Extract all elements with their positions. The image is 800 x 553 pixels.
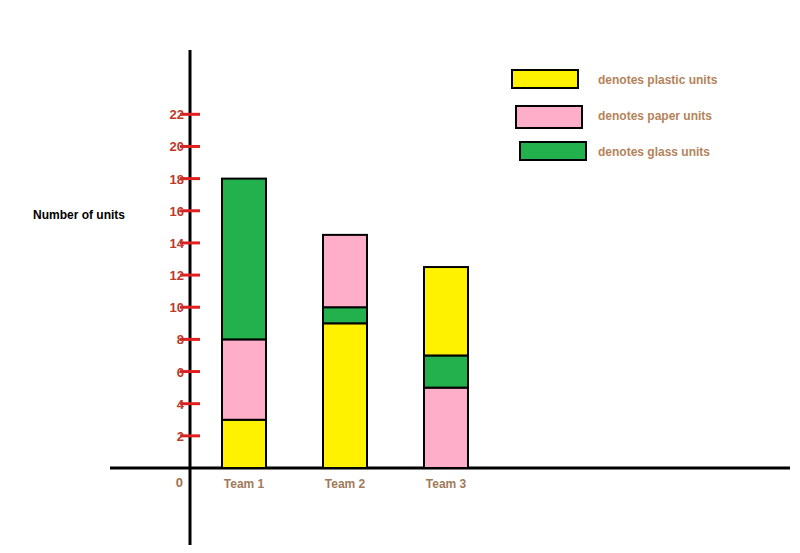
bar-segment bbox=[222, 420, 266, 468]
legend-swatch bbox=[516, 106, 582, 128]
y-tick-label: 2 bbox=[177, 429, 184, 444]
y-tick-label: 18 bbox=[170, 172, 184, 187]
y-tick-label: 16 bbox=[170, 204, 184, 219]
legend-label: denotes plastic units bbox=[598, 73, 718, 87]
y-tick-label: 12 bbox=[170, 268, 184, 283]
bar-segment bbox=[222, 339, 266, 419]
legend-label: denotes paper units bbox=[598, 109, 712, 123]
legend-label: denotes glass units bbox=[598, 145, 710, 159]
legend-swatch bbox=[520, 142, 586, 160]
category-label: Team 3 bbox=[426, 477, 467, 491]
category-label: Team 1 bbox=[224, 477, 265, 491]
bar-segment bbox=[323, 235, 367, 307]
y-tick-label: 8 bbox=[177, 332, 184, 347]
y-tick-label: 0 bbox=[176, 475, 183, 490]
bar-segment bbox=[222, 179, 266, 340]
y-tick-label: 22 bbox=[170, 107, 184, 122]
y-axis bbox=[189, 50, 192, 545]
y-tick-label: 20 bbox=[170, 139, 184, 154]
y-tick-label: 14 bbox=[170, 236, 185, 251]
bar-segment bbox=[424, 388, 468, 468]
bar-segment bbox=[424, 267, 468, 355]
bar-segment bbox=[323, 307, 367, 323]
y-axis-label: Number of units bbox=[33, 208, 125, 222]
chart: 0 2 4 6 8 10 12 14 16 18 20 22 Number of units Team 1… bbox=[0, 0, 800, 553]
bar-segment bbox=[323, 323, 367, 468]
y-tick-label: 10 bbox=[170, 300, 184, 315]
category-label: Team 2 bbox=[325, 477, 366, 491]
y-tick-label: 4 bbox=[177, 397, 185, 412]
bar-segment bbox=[424, 355, 468, 387]
y-tick-label: 6 bbox=[177, 365, 184, 380]
legend-swatch bbox=[512, 70, 578, 88]
